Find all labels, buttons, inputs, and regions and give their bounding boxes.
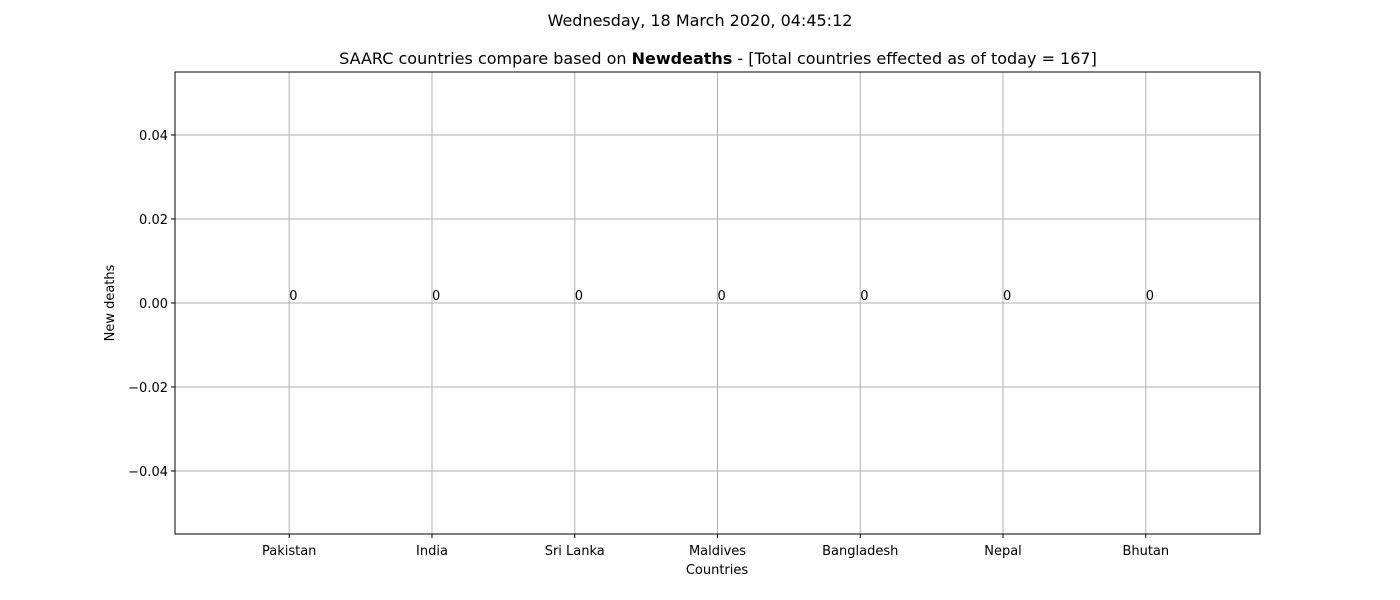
y-tick-label: 0.02 [139,213,168,228]
grid [175,72,1260,534]
x-tick-label: Nepal [984,544,1022,559]
x-tick-label: India [416,544,448,559]
data-label: 0 [575,289,583,304]
chart-suptitle: Wednesday, 18 March 2020, 04:45:12 [548,11,853,30]
chart-title-prefix: SAARC countries compare based on [339,49,631,68]
x-axis-label: Countries [686,563,749,578]
data-label: 0 [1003,289,1011,304]
y-tick-label: 0.00 [139,297,168,312]
x-tick-label: Pakistan [262,544,316,559]
data-label: 0 [432,289,440,304]
x-tick-label: Bangladesh [822,544,898,559]
y-tick-label: −0.02 [128,381,168,396]
chart-title-bold: Newdeaths [632,49,733,68]
data-labels: 0 0 0 0 0 0 0 [289,289,1154,304]
y-axis-label: New deaths [103,264,118,341]
data-label: 0 [1146,289,1154,304]
data-label: 0 [860,289,868,304]
x-tick-label: Maldives [689,544,746,559]
chart-title-suffix: - [Total countries effected as of today … [732,49,1097,68]
x-tick-label: Bhutan [1122,544,1169,559]
ticks: Pakistan India Sri Lanka Maldives Bangladesh… [128,129,1169,559]
chart-title: SAARC countries compare based on Newdeat… [339,49,1097,68]
data-label: 0 [718,289,726,304]
plot-frame [174,71,1261,535]
x-tick-label: Sri Lanka [545,544,605,559]
y-tick-label: −0.04 [128,465,168,480]
y-tick-label: 0.04 [139,129,168,144]
data-label: 0 [289,289,297,304]
